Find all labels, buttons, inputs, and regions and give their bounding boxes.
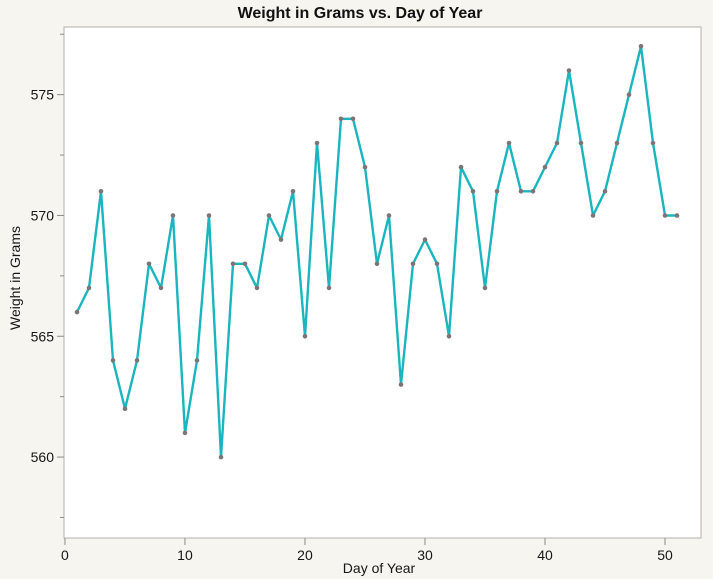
y-tick-label: 575 (31, 87, 55, 103)
data-point (434, 261, 440, 267)
y-tick-label: 570 (31, 207, 55, 223)
data-point (194, 358, 200, 363)
data-point (218, 454, 224, 460)
data-point (494, 189, 500, 194)
data-point (626, 92, 632, 97)
data-point (278, 237, 284, 242)
data-point (638, 44, 644, 49)
data-point (578, 140, 584, 146)
data-point (482, 285, 488, 291)
data-point (662, 213, 668, 218)
y-tick-label: 560 (31, 449, 55, 465)
x-tick-label: 30 (417, 547, 433, 563)
chart-title: Weight in Grams vs. Day of Year (238, 5, 483, 22)
data-point (158, 285, 164, 291)
data-point (182, 430, 188, 436)
data-point (266, 213, 272, 218)
data-point (602, 189, 608, 194)
data-point (374, 261, 380, 267)
data-point (242, 261, 248, 267)
data-point (326, 285, 332, 291)
data-point (314, 140, 320, 146)
y-axis: 560 565 570 575 (31, 33, 64, 518)
data-point (386, 213, 392, 218)
data-point (122, 406, 128, 412)
data-point (458, 164, 464, 170)
x-tick-label: 10 (177, 547, 193, 563)
data-point (302, 334, 308, 339)
data-series (74, 44, 680, 460)
data-point (110, 358, 116, 363)
data-point (290, 189, 296, 194)
x-tick-label: 40 (537, 547, 553, 563)
data-point (254, 285, 260, 291)
data-point (506, 140, 512, 146)
x-tick-label: 20 (297, 547, 313, 563)
data-point (362, 164, 368, 170)
data-point (650, 140, 656, 146)
data-point (170, 213, 176, 218)
data-point (518, 189, 524, 194)
plot-area (63, 26, 702, 539)
data-point (530, 189, 536, 194)
data-point (422, 237, 428, 242)
data-point (470, 189, 476, 194)
x-tick-label: 0 (61, 547, 69, 563)
data-point (590, 213, 596, 218)
data-point (566, 68, 572, 73)
data-point (74, 309, 80, 315)
data-point (98, 189, 104, 194)
data-point (614, 140, 620, 146)
x-axis: 0 10 20 30 40 50 (61, 538, 673, 563)
y-axis-label: Weight in Grams (7, 226, 23, 330)
data-point (134, 358, 140, 363)
data-point (398, 382, 404, 387)
data-point (230, 261, 236, 267)
data-point (146, 261, 152, 267)
data-point (410, 261, 416, 267)
data-point (350, 116, 356, 122)
y-tick-label: 565 (31, 328, 55, 344)
data-point (446, 334, 452, 339)
data-point (206, 213, 212, 218)
data-point (338, 116, 344, 122)
x-tick-label: 50 (657, 547, 673, 563)
x-axis-label: Day of Year (343, 560, 416, 576)
data-point (86, 285, 92, 291)
data-point (542, 164, 548, 170)
data-point (554, 140, 560, 146)
data-point (674, 213, 680, 218)
